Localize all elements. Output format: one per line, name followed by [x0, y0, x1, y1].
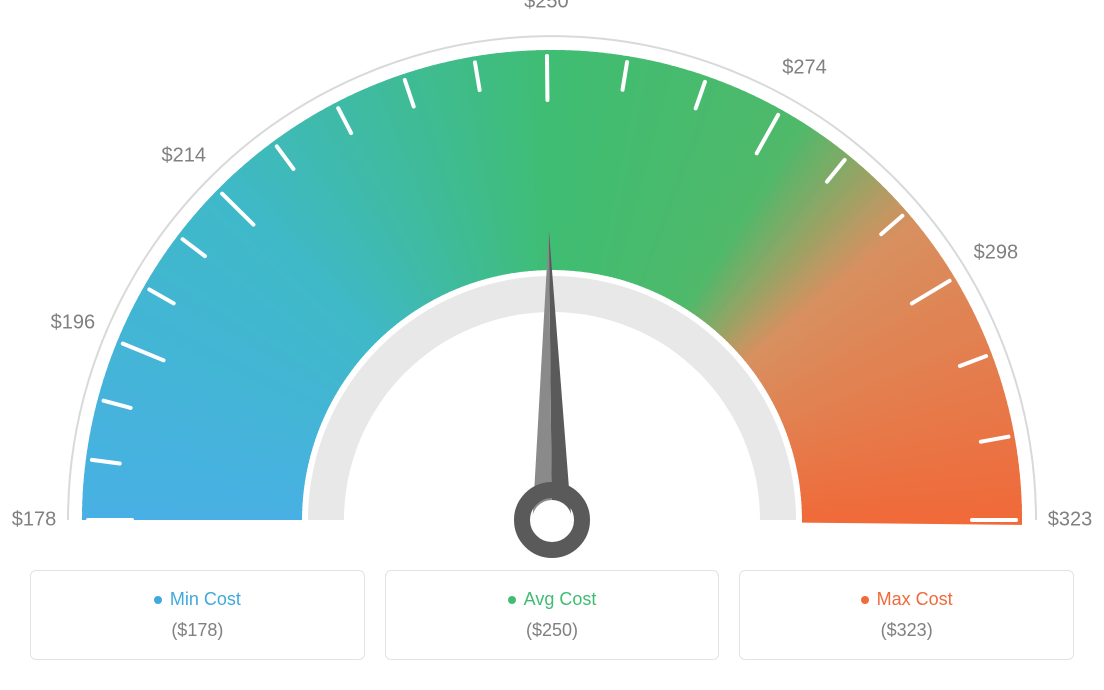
legend-min-label: Min Cost [170, 589, 241, 609]
tick-label: $250 [524, 0, 569, 14]
legend-max: Max Cost ($323) [739, 570, 1074, 660]
legend-avg-value: ($250) [396, 620, 709, 641]
legend-row: Min Cost ($178) Avg Cost ($250) Max Cost… [30, 570, 1074, 660]
tick-label: $323 [1048, 509, 1093, 532]
tick-label: $298 [974, 241, 1019, 264]
gauge-svg [0, 0, 1104, 560]
legend-avg: Avg Cost ($250) [385, 570, 720, 660]
legend-max-value: ($323) [750, 620, 1063, 641]
legend-avg-label: Avg Cost [524, 589, 597, 609]
legend-avg-dot [508, 596, 516, 604]
legend-max-label: Max Cost [877, 589, 953, 609]
tick-label: $178 [12, 509, 57, 532]
legend-avg-title: Avg Cost [396, 589, 709, 610]
legend-min-value: ($178) [41, 620, 354, 641]
legend-min: Min Cost ($178) [30, 570, 365, 660]
gauge-area: $178 $196 $214 $250 $274 $298 $323 [0, 0, 1104, 560]
tick-label: $196 [51, 312, 96, 335]
legend-max-dot [861, 596, 869, 604]
tick-label: $214 [161, 144, 206, 167]
legend-min-dot [154, 596, 162, 604]
cost-gauge-chart: $178 $196 $214 $250 $274 $298 $323 Min Cost ($… [0, 0, 1104, 690]
legend-min-title: Min Cost [41, 589, 354, 610]
legend-max-title: Max Cost [750, 589, 1063, 610]
tick-label: $274 [782, 56, 827, 79]
